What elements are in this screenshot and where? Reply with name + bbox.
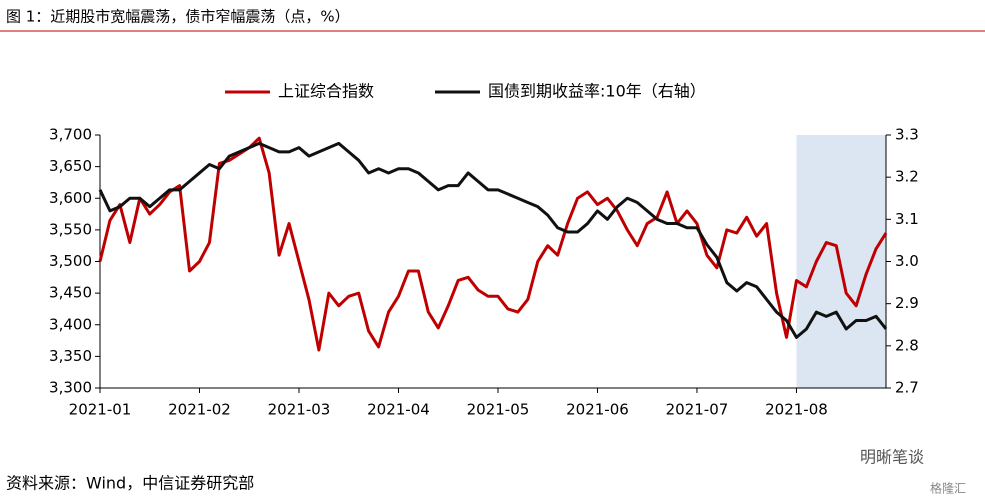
y-tick-label: 3,450 <box>49 284 92 302</box>
y2-tick-label: 3.3 <box>895 126 919 144</box>
y-tick-label: 3,350 <box>49 347 92 365</box>
y2-tick-label: 2.9 <box>895 294 919 312</box>
y-tick-label: 3,400 <box>49 315 92 333</box>
y2-tick-label: 2.8 <box>895 336 919 354</box>
y-tick-label: 3,500 <box>49 252 92 270</box>
y2-tick-label: 3.1 <box>895 210 919 228</box>
y2-tick-label: 3.2 <box>895 168 919 186</box>
watermark: 明晰笔谈 <box>860 448 924 467</box>
watermark-small: 格隆汇 <box>930 481 966 496</box>
y2-tick-label: 2.7 <box>895 379 919 397</box>
series-line <box>98 141 888 339</box>
source-note: 资料来源：Wind，中信证券研究部 <box>6 474 254 493</box>
legend-label: 国债到期收益率:10年（右轴） <box>488 82 706 101</box>
x-tick-label: 2021-06 <box>566 401 629 419</box>
x-tick-label: 2021-08 <box>765 401 828 419</box>
x-tick-label: 2021-02 <box>168 401 231 419</box>
x-tick-label: 2021-07 <box>666 401 729 419</box>
x-tick-label: 2021-04 <box>367 401 430 419</box>
y-tick-label: 3,550 <box>49 220 92 238</box>
series-line <box>98 136 888 352</box>
y-tick-label: 3,600 <box>49 189 92 207</box>
y-tick-label: 3,650 <box>49 157 92 175</box>
x-tick-label: 2021-03 <box>268 401 331 419</box>
y-tick-label: 3,700 <box>49 126 92 144</box>
legend-label: 上证综合指数 <box>278 82 374 101</box>
x-tick-label: 2021-05 <box>467 401 530 419</box>
chart-title: 图 1：近期股市宽幅震荡，债市窄幅震荡（点，%） <box>6 8 350 26</box>
y-tick-label: 3,300 <box>49 379 92 397</box>
x-tick-label: 2021-01 <box>69 401 132 419</box>
y2-tick-label: 3.0 <box>895 252 919 270</box>
